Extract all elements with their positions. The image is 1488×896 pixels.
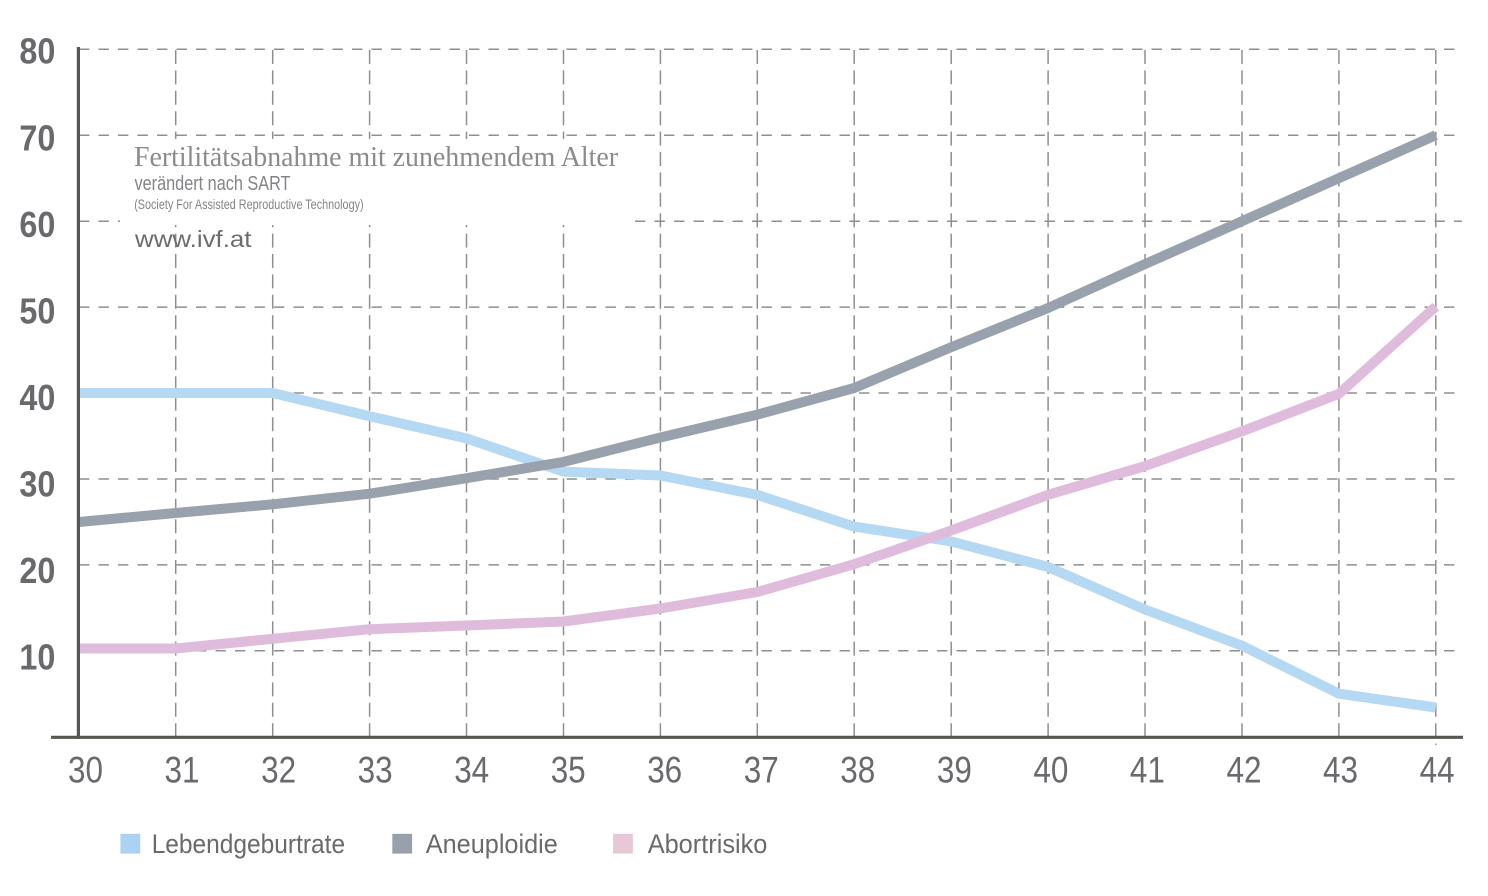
svg-text:30: 30 <box>68 748 103 790</box>
svg-text:verändert nach SART: verändert nach SART <box>135 172 291 195</box>
svg-text:Abortrisiko: Abortrisiko <box>648 829 768 859</box>
svg-text:Fertilitätsabnahme mit zunehme: Fertilitätsabnahme mit zunehmendem Alter <box>134 142 619 173</box>
svg-text:44: 44 <box>1420 748 1455 790</box>
svg-text:34: 34 <box>454 748 489 790</box>
svg-text:30: 30 <box>19 464 55 505</box>
svg-text:20: 20 <box>19 550 55 591</box>
svg-text:42: 42 <box>1227 748 1262 790</box>
svg-text:50: 50 <box>19 290 55 331</box>
svg-text:33: 33 <box>358 748 393 790</box>
svg-text:40: 40 <box>1033 748 1068 790</box>
svg-text:80: 80 <box>19 31 55 72</box>
svg-text:70: 70 <box>19 117 55 158</box>
svg-text:Lebendgeburtrate: Lebendgeburtrate <box>152 829 345 859</box>
svg-text:Aneuploidie: Aneuploidie <box>426 829 558 859</box>
svg-text:60: 60 <box>19 204 55 245</box>
svg-text:31: 31 <box>165 748 200 790</box>
svg-text:36: 36 <box>647 748 682 790</box>
svg-text:32: 32 <box>261 748 296 790</box>
svg-text:40: 40 <box>19 377 55 418</box>
svg-text:41: 41 <box>1130 748 1165 790</box>
svg-text:43: 43 <box>1323 748 1358 790</box>
svg-text:10: 10 <box>19 637 55 678</box>
svg-text:(Society For Assisted Reproduc: (Society For Assisted Reproductive Techn… <box>134 196 363 212</box>
svg-text:www.ivf.at: www.ivf.at <box>134 226 252 252</box>
svg-text:38: 38 <box>840 748 875 790</box>
svg-text:35: 35 <box>551 748 586 790</box>
svg-text:37: 37 <box>744 748 779 790</box>
svg-text:39: 39 <box>937 748 972 790</box>
